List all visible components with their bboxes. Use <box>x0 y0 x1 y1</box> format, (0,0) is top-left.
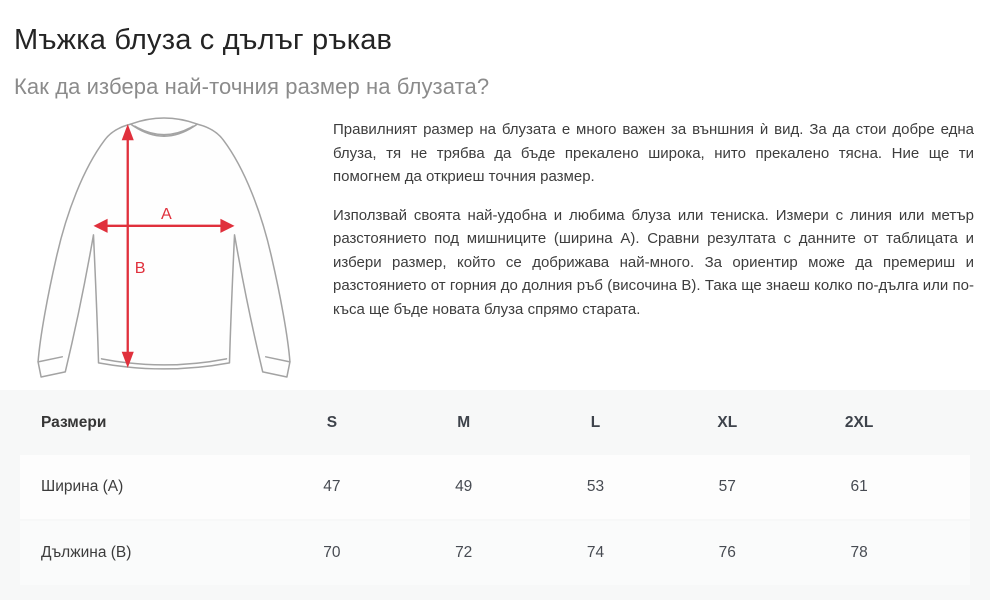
width-value-xl: 57 <box>718 478 736 495</box>
length-value-xl: 76 <box>718 544 736 561</box>
length-value-2xl: 78 <box>850 544 868 561</box>
width-value-s: 47 <box>323 478 341 495</box>
length-arrowhead-bottom <box>121 351 134 368</box>
row-label-length: Дължина (B) <box>41 544 132 561</box>
collar-inner-line <box>134 125 194 136</box>
width-value-m: 49 <box>455 478 473 495</box>
length-value-s: 70 <box>323 544 341 561</box>
size-header-2xl: 2XL <box>844 413 874 431</box>
size-table-header-row: Размери S M L XL 2XL <box>20 390 970 455</box>
guide-text: Правилният размер на блузата е много важ… <box>320 108 976 382</box>
table-row-length: Дължина (B) 70 72 74 76 78 <box>20 521 970 585</box>
sizes-column-header: Размери <box>41 413 107 431</box>
width-value-2xl: 61 <box>850 478 868 495</box>
left-cuff-line <box>37 356 64 363</box>
measure-arrow-lines <box>105 138 223 354</box>
row-label-width: Ширина (A) <box>41 478 124 495</box>
guide-paragraph-1: Правилният размер на блузата е много важ… <box>333 121 974 185</box>
shirt-illustration: A B <box>14 108 320 382</box>
size-header-s: S <box>326 413 338 431</box>
length-value-l: 74 <box>586 544 605 561</box>
right-cuff-line <box>264 356 291 363</box>
length-arrowhead-top <box>121 124 134 141</box>
size-header-m: M <box>457 413 471 431</box>
measure-arrow-heads <box>93 124 235 368</box>
shirt-outline <box>37 117 291 378</box>
width-arrowhead-right <box>220 218 235 233</box>
page-title: Мъжка блуза с дълъг ръкав <box>14 24 393 56</box>
measure-labels: A B <box>135 205 172 277</box>
page-header: Мъжка блуза с дълъг ръкав Как да избера … <box>14 24 976 382</box>
guide-paragraph-2: Използвай своята най-удобна и любима блу… <box>333 206 974 318</box>
length-value-m: 72 <box>455 544 473 561</box>
width-value-l: 53 <box>586 478 605 495</box>
size-header-xl: XL <box>717 413 738 431</box>
guide-content: A B Правилният размер на блузата е много… <box>14 108 976 382</box>
table-row-width: Ширина (A) 47 49 53 57 61 <box>20 455 970 519</box>
hem-inner-line <box>100 358 228 366</box>
shirt-diagram-svg: A B <box>37 117 291 378</box>
size-table-section: Размери S M L XL 2XL Ширина (A) 47 49 53… <box>0 390 990 600</box>
page-subtitle: Как да избера най-точния размер на блуза… <box>14 74 490 99</box>
width-measure-label: A <box>161 205 172 223</box>
length-measure-label: B <box>135 259 146 277</box>
shirt-body-path <box>37 117 291 378</box>
width-arrowhead-left <box>93 218 108 233</box>
size-header-l: L <box>590 413 601 431</box>
